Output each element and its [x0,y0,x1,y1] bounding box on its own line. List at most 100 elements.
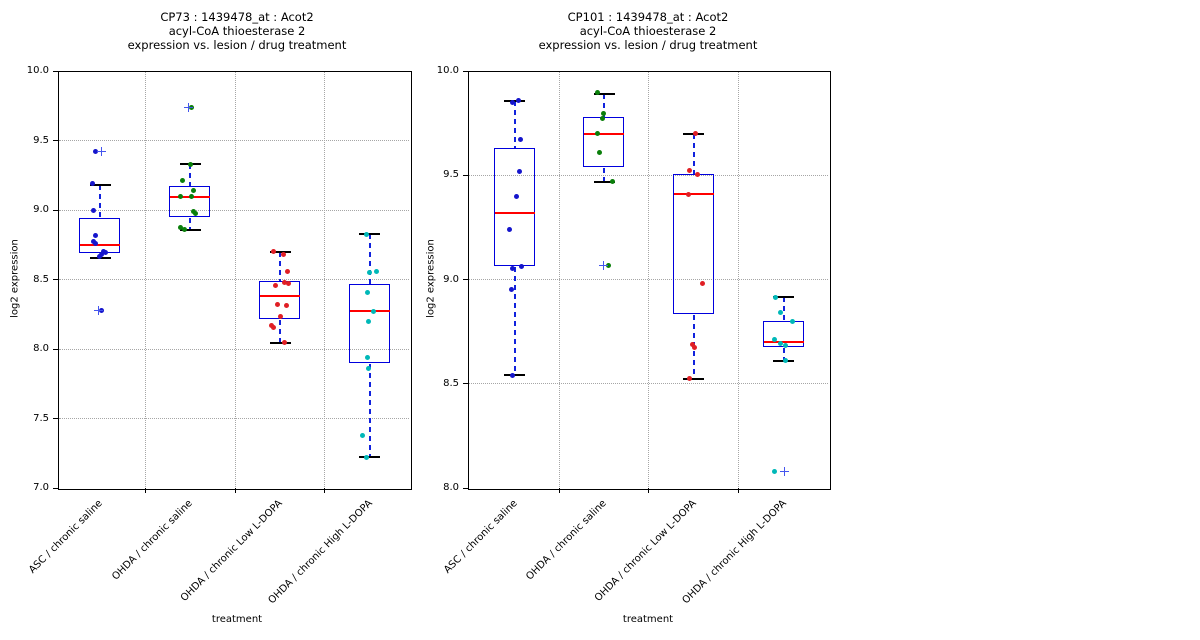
y-tick-mark [463,279,468,280]
box-whisker-upper [279,251,281,281]
data-point [92,149,98,155]
whisker-cap-upper [773,296,794,299]
x-tick-mark [144,488,146,493]
v-gridline [324,72,326,487]
whisker-cap-upper [89,183,111,186]
plot-title-line: expression vs. lesion / drug treatment [127,38,347,52]
data-point [366,365,371,371]
data-point [90,207,96,213]
data-point [280,251,286,257]
x-tick-mark [558,488,560,493]
data-point [365,289,370,295]
y-tick-label: 8.0 [33,343,49,354]
y-tick-label: 10.0 [436,65,459,76]
data-point [778,310,783,316]
whisker-cap-lower [683,377,704,380]
y-tick-label: 10.0 [26,65,49,76]
data-point [371,308,376,314]
data-point [695,171,700,177]
y-tick-label: 7.5 [33,412,49,424]
y-tick-label: 9.5 [33,134,49,146]
data-point [778,340,783,346]
x-tick-mark [324,488,326,493]
data-point [772,337,777,343]
v-gridline [558,72,560,487]
data-point [509,287,514,293]
data-point [600,111,606,117]
plot-title-line: CP73 : 1439478_at : Acot2 [160,10,314,24]
y-tick-label: 8.5 [443,377,459,389]
plus-marker [183,102,193,112]
box-whisker-lower [189,218,191,231]
data-point [687,376,692,382]
data-point [360,432,365,438]
median-line [349,310,390,313]
box-whisker-upper [692,133,695,175]
data-point [367,270,372,276]
v-gridline [234,72,236,487]
whisker-cap-lower [593,180,615,183]
data-point [102,249,108,255]
plus-marker [780,466,789,476]
h-gridline [59,209,409,211]
data-point [187,161,193,167]
y-tick-mark [53,209,58,211]
data-point [783,342,788,348]
data-point [700,281,705,287]
y-tick-label: 8.0 [443,482,459,493]
plot-title-line: CP101 : 1439478_at : Acot2 [567,10,729,24]
data-point [92,240,98,246]
whisker-cap-lower [359,456,380,459]
data-point [272,283,278,289]
v-gridline [144,72,146,487]
data-point [594,131,600,137]
whisker-cap-lower [179,229,201,232]
data-point [270,248,276,254]
data-point [594,90,600,96]
box-rect [348,283,390,364]
data-point [510,99,515,105]
whisker-cap-upper [593,92,615,95]
data-point [518,137,523,143]
box-whisker-upper [189,164,191,186]
data-point [599,116,605,122]
y-axis-label: log2 expression [425,238,437,318]
data-point [605,263,611,269]
data-point [596,149,602,155]
y-tick-label: 7.0 [33,482,49,493]
box-rect [583,116,624,167]
y-tick-mark [463,487,468,489]
data-point [773,294,778,300]
box-whisker-lower [279,319,281,343]
data-point [366,318,371,324]
median-line [494,211,535,214]
h-gridline [59,348,409,350]
whisker-cap-lower [269,341,291,344]
data-point [772,468,777,474]
data-point [510,265,515,271]
data-point [686,191,691,197]
data-point [609,179,615,184]
y-tick-mark [53,348,58,350]
data-point [192,210,198,216]
y-tick-mark [53,140,58,141]
y-tick-label: 9.0 [33,204,49,215]
y-tick-mark [53,70,58,72]
median-line [673,193,714,195]
h-gridline [59,140,409,141]
y-tick-label: 9.5 [443,169,459,181]
x-axis-label: treatment [622,614,674,625]
y-tick-mark [53,279,58,280]
box-whisker-lower [603,167,605,182]
data-point [181,226,187,232]
data-point [510,372,515,378]
data-point [285,281,291,287]
plot-frame [468,71,831,490]
data-point [687,167,692,173]
v-gridline [738,72,739,487]
plot-title-line: expression vs. lesion / drug treatment [538,38,758,52]
data-point [92,232,98,238]
data-point [507,226,512,232]
